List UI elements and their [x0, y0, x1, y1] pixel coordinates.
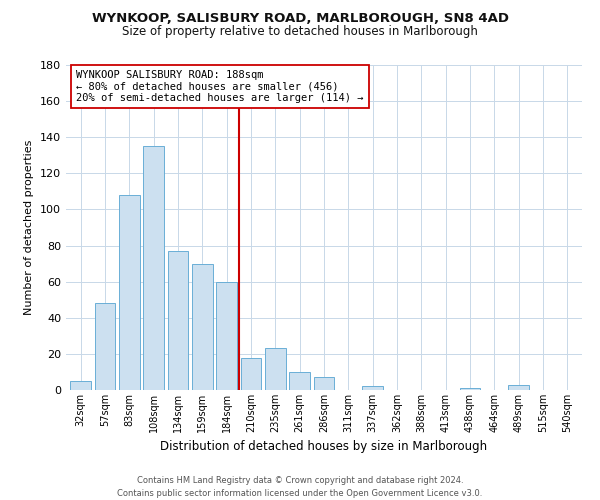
Bar	[70, 381, 91, 390]
Bar	[289, 372, 310, 390]
Bar	[192, 264, 212, 390]
Y-axis label: Number of detached properties: Number of detached properties	[25, 140, 34, 315]
Bar	[119, 195, 140, 390]
Text: Contains HM Land Registry data © Crown copyright and database right 2024.
Contai: Contains HM Land Registry data © Crown c…	[118, 476, 482, 498]
Bar	[143, 146, 164, 390]
Bar	[508, 384, 529, 390]
Bar	[265, 348, 286, 390]
Text: WYNKOOP SALISBURY ROAD: 188sqm
← 80% of detached houses are smaller (456)
20% of: WYNKOOP SALISBURY ROAD: 188sqm ← 80% of …	[76, 70, 364, 103]
X-axis label: Distribution of detached houses by size in Marlborough: Distribution of detached houses by size …	[160, 440, 488, 454]
Text: WYNKOOP, SALISBURY ROAD, MARLBOROUGH, SN8 4AD: WYNKOOP, SALISBURY ROAD, MARLBOROUGH, SN…	[91, 12, 509, 26]
Text: Size of property relative to detached houses in Marlborough: Size of property relative to detached ho…	[122, 25, 478, 38]
Bar	[362, 386, 383, 390]
Bar	[167, 251, 188, 390]
Bar	[460, 388, 481, 390]
Bar	[216, 282, 237, 390]
Bar	[314, 378, 334, 390]
Bar	[95, 304, 115, 390]
Bar	[241, 358, 262, 390]
